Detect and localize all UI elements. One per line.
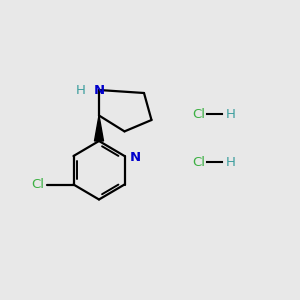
Text: H: H [76, 83, 86, 97]
Text: Cl: Cl [31, 178, 44, 191]
Text: H: H [226, 155, 236, 169]
Text: N: N [129, 151, 141, 164]
Text: H: H [226, 107, 236, 121]
Text: Cl: Cl [193, 107, 206, 121]
Text: Cl: Cl [193, 155, 206, 169]
Text: N: N [93, 83, 105, 97]
Polygon shape [94, 116, 103, 141]
